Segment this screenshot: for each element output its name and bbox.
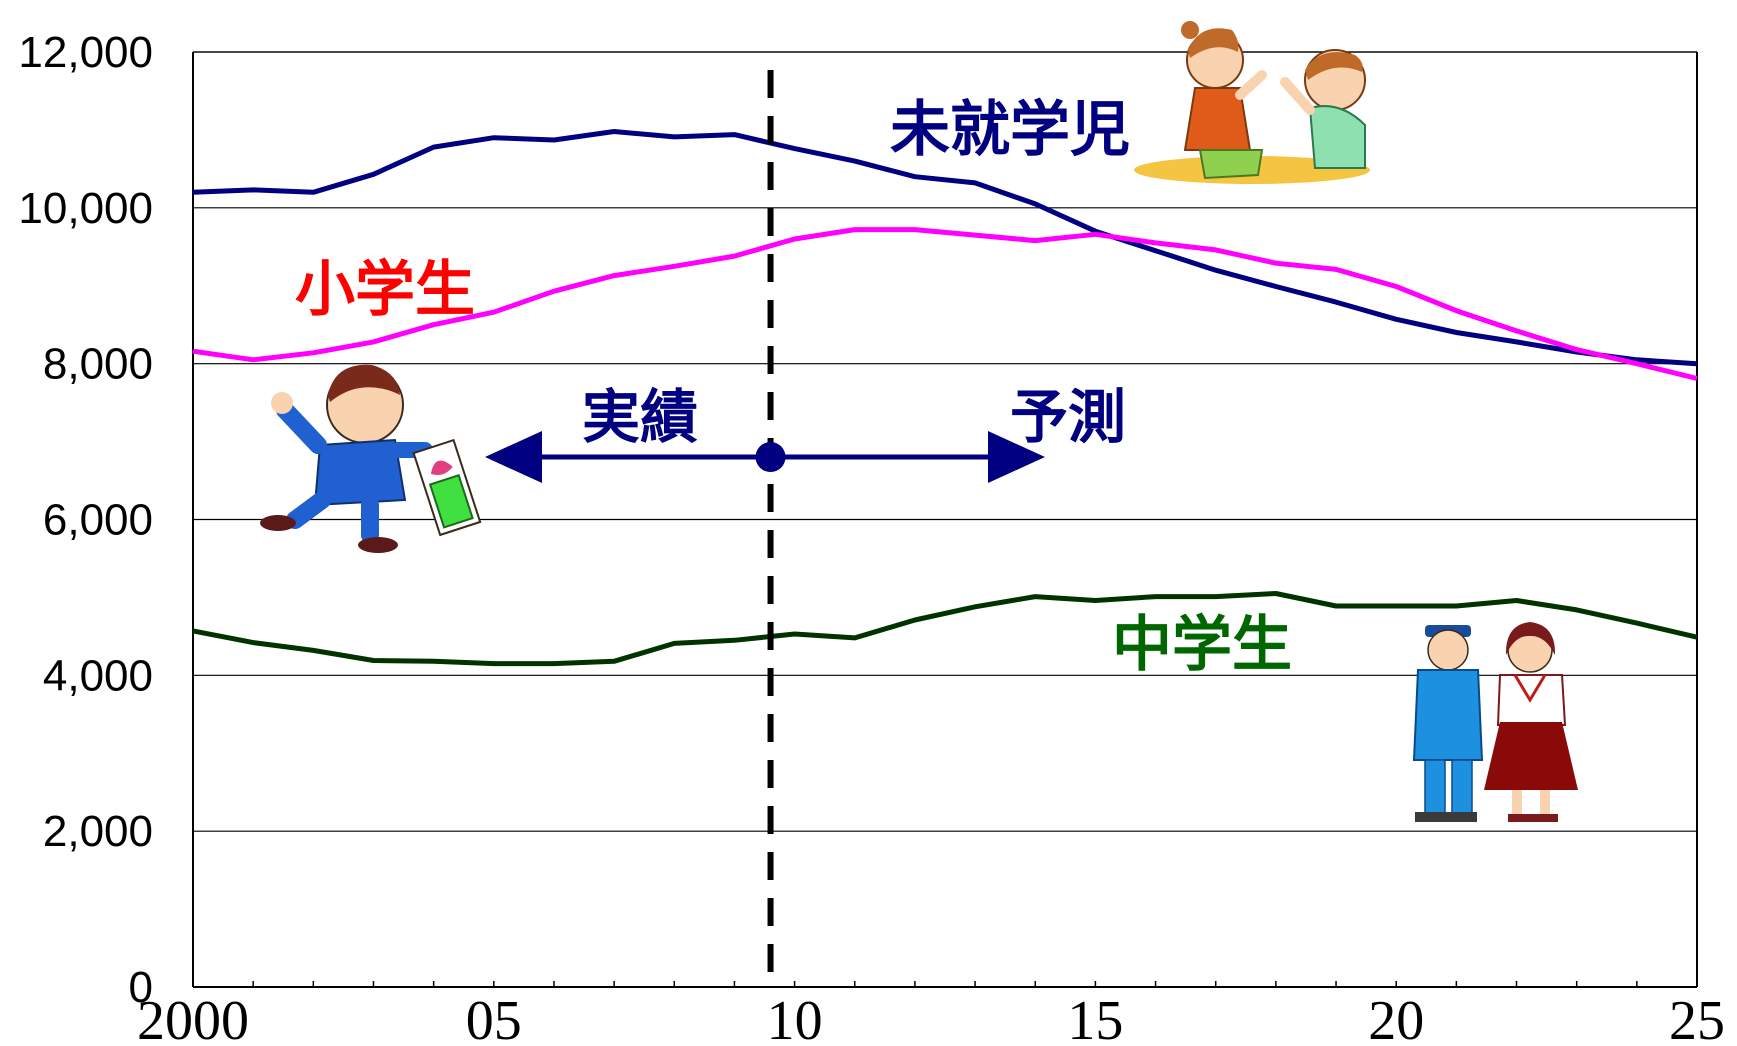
series-line-elementary <box>192 227 1698 381</box>
series-label-elementary: 小学生 <box>295 255 475 325</box>
x-tick-label: 05 <box>466 990 522 1046</box>
axis-ticks: 0 2,000 4,000 6,000 8,000 10,000 12,000 2000 05 1… <box>18 28 1725 1046</box>
junior-high-students-illustration <box>1412 622 1578 822</box>
x-tick-label: 20 <box>1368 990 1424 1046</box>
series-labels: 未就学児 小学生 中学生 <box>295 95 1292 680</box>
series-line-preschool <box>192 129 1698 367</box>
series-line-junior-high <box>192 591 1698 667</box>
gridlines <box>192 51 1698 988</box>
period-label-forecast: 予測 <box>1010 383 1126 451</box>
series-lines <box>192 70 1698 987</box>
kids-playing-illustration <box>1134 21 1370 184</box>
period-indicator: 実績 予測 <box>582 383 1126 451</box>
y-tick-label: 8,000 <box>43 340 153 389</box>
x-tick-label: 25 <box>1669 990 1725 1046</box>
y-tick-label: 0 <box>129 963 153 1012</box>
arrow-head-right <box>988 431 1045 483</box>
x-tick-label: 15 <box>1067 990 1123 1046</box>
arrow-origin-dot <box>755 442 786 472</box>
period-label-actual: 実績 <box>582 383 698 451</box>
arrow-head-left <box>485 431 542 483</box>
y-tick-label: 2,000 <box>43 807 153 856</box>
y-tick-label: 4,000 <box>43 651 153 700</box>
y-tick-label: 12,000 <box>18 28 153 77</box>
x-tick-label: 10 <box>767 990 823 1046</box>
x-tick-label: 2000 <box>137 990 249 1046</box>
y-tick-label: 6,000 <box>43 496 153 545</box>
series-label-preschool: 未就学児 <box>890 95 1130 165</box>
series-label-junior-high: 中学生 <box>1112 610 1292 680</box>
y-tick-label: 10,000 <box>18 184 153 233</box>
schoolboy-illustration <box>260 364 482 553</box>
